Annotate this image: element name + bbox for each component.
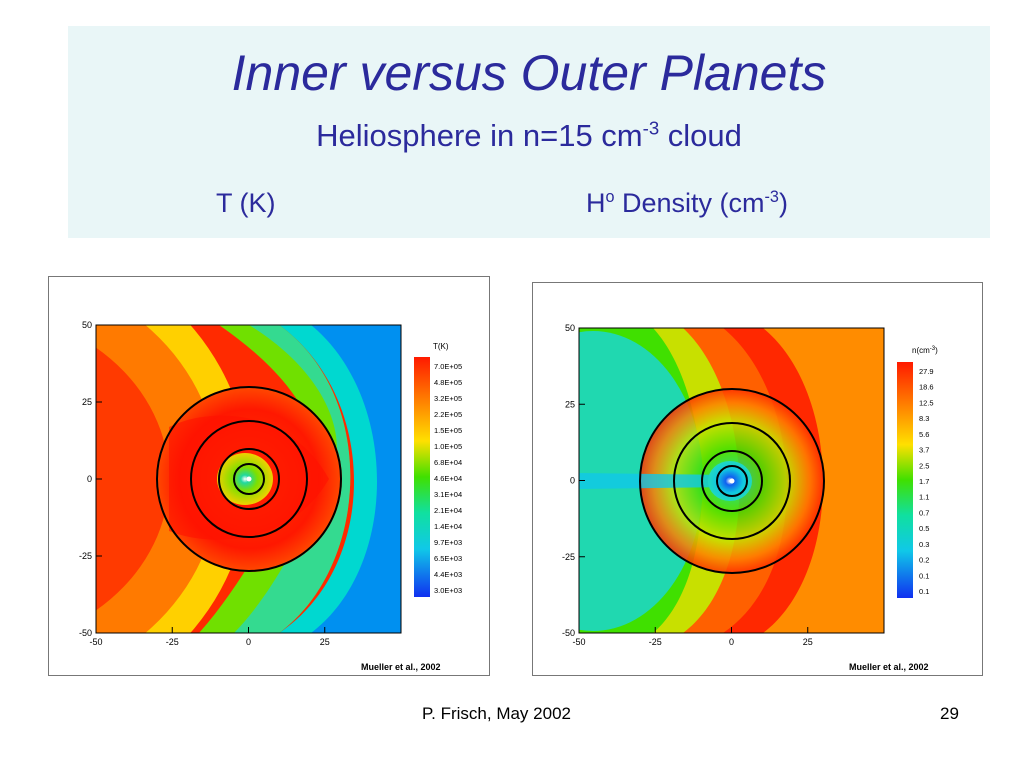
temperature-ytick-label: -50 [79, 628, 92, 638]
temperature-colorbar-tick: 6.5E+03 [434, 554, 462, 563]
density-colorbar-tick: 1.1 [919, 493, 929, 502]
temperature-colorbar-tick: 3.2E+05 [434, 394, 462, 403]
footer-author: P. Frisch, May 2002 [422, 704, 571, 723]
density-ytick-label: 25 [565, 399, 575, 409]
temperature-ytick-label: 50 [82, 320, 92, 330]
density-label-sup: -3 [764, 188, 779, 206]
temperature-colorbar-tick: 3.0E+03 [434, 586, 462, 595]
density-colorbar-title: n(cm-3) [912, 346, 938, 355]
density-xtick-label: 0 [729, 637, 734, 647]
density-colorbar [897, 362, 913, 598]
density-colorbar-tick: 27.9 [919, 367, 934, 376]
density-colorbar-tick: 0.7 [919, 508, 929, 517]
density-xtick-label: -50 [572, 637, 585, 647]
density-label-o: o [605, 188, 615, 206]
density-label-h: H [586, 188, 606, 218]
temperature-colorbar-tick: 3.1E+04 [434, 490, 462, 499]
density-colorbar-tick: 0.1 [919, 587, 929, 596]
page-number: 29 [940, 704, 959, 723]
density-ytick-label: 50 [565, 323, 575, 333]
density-colorbar-tick: 0.3 [919, 540, 929, 549]
density-chart-panel: -50 -25 0 25 50 25 0 -25 -50 n(cm-3) 27.9 18.6 12.… [532, 282, 983, 676]
density-colorbar-tick: 18.6 [919, 383, 934, 392]
density-ytick-label: -50 [562, 628, 575, 638]
slide-subtitle: Heliosphere in n=15 cm-3 cloud [68, 117, 990, 153]
density-colorbar-tick: 0.1 [919, 571, 929, 580]
density-credit: Mueller et al., 2002 [849, 662, 929, 672]
density-ytick-label: -25 [562, 552, 575, 562]
density-label-tail: ) [778, 188, 788, 218]
temperature-ytick-label: 25 [82, 397, 92, 407]
temperature-colorbar-tick: 2.2E+05 [434, 410, 462, 419]
temperature-xtick-label: 0 [246, 637, 251, 647]
density-colorbar-tick: 3.7 [919, 446, 929, 455]
temperature-xtick-label: 25 [320, 637, 330, 647]
density-colorbar-tick: 8.3 [919, 414, 929, 423]
subtitle-tail: cloud [659, 118, 742, 153]
slide-title: Inner versus Outer Planets [231, 45, 827, 101]
temperature-colorbar-tick: 4.4E+03 [434, 570, 462, 579]
temperature-ytick-label: 0 [87, 474, 92, 484]
orbit-circles-density [639, 388, 825, 574]
density-label: Ho Density (cm-3) [586, 188, 788, 218]
density-colorbar-tick: 5.6 [919, 430, 929, 439]
temperature-xtick-label: -25 [166, 637, 179, 647]
temperature-colorbar-tick: 1.4E+04 [434, 522, 462, 531]
temperature-credit: Mueller et al., 2002 [361, 662, 441, 672]
density-axis-ticks: -50 -25 0 25 50 25 0 -25 -50 [562, 323, 813, 647]
temperature-colorbar-tick: 7.0E+05 [434, 362, 462, 371]
temperature-chart: -50 -25 0 25 50 25 0 -25 -50 T(K) 7.0E+05 4.8E+05… [79, 320, 462, 672]
temperature-colorbar-title: T(K) [433, 342, 449, 351]
density-ytick-label: 0 [570, 476, 575, 486]
temperature-colorbar-tick: 9.7E+03 [434, 538, 462, 547]
density-xtick-label: -25 [649, 637, 662, 647]
temperature-xtick-label: -50 [89, 637, 102, 647]
subtitle-main: Heliosphere in n=15 cm [316, 118, 643, 153]
temperature-colorbar-tick: 1.0E+05 [434, 442, 462, 451]
temperature-label: T (K) [216, 188, 276, 218]
temperature-colorbar-tick: 4.8E+05 [434, 378, 462, 387]
density-xtick-label: 25 [803, 637, 813, 647]
density-chart: -50 -25 0 25 50 25 0 -25 -50 n(cm-3) 27.9 18.6 12.… [562, 323, 938, 672]
density-colorbar-labels: 27.9 18.6 12.5 8.3 5.6 3.7 2.5 1.7 1.1 0.7 0.5 0.3 0… [919, 367, 934, 596]
subtitle-sup: -3 [642, 117, 660, 139]
density-colorbar-tick: 0.2 [919, 556, 929, 565]
temperature-colorbar-tick: 6.8E+04 [434, 458, 462, 467]
temperature-colorbar [414, 357, 430, 597]
temperature-colorbar-labels: 7.0E+05 4.8E+05 3.2E+05 2.2E+05 1.5E+05 1.0E+… [434, 362, 462, 595]
temperature-ytick-label: -25 [79, 551, 92, 561]
density-colorbar-tick: 1.7 [919, 477, 929, 486]
temperature-colorbar-tick: 4.6E+04 [434, 474, 462, 483]
temperature-axis-ticks: -50 -25 0 25 50 25 0 -25 -50 [79, 320, 330, 647]
density-colorbar-tick: 12.5 [919, 398, 934, 407]
density-label-main: Density (cm [614, 188, 765, 218]
temperature-chart-panel: -50 -25 0 25 50 25 0 -25 -50 T(K) 7.0E+05 4.8E+05… [48, 276, 490, 676]
density-colorbar-tick: 2.5 [919, 461, 929, 470]
temperature-colorbar-tick: 2.1E+04 [434, 506, 462, 515]
orbit-circles [156, 386, 342, 572]
temperature-colorbar-tick: 1.5E+05 [434, 426, 462, 435]
density-colorbar-tick: 0.5 [919, 524, 929, 533]
title-banner: Inner versus Outer Planets Heliosphere i… [68, 26, 990, 238]
